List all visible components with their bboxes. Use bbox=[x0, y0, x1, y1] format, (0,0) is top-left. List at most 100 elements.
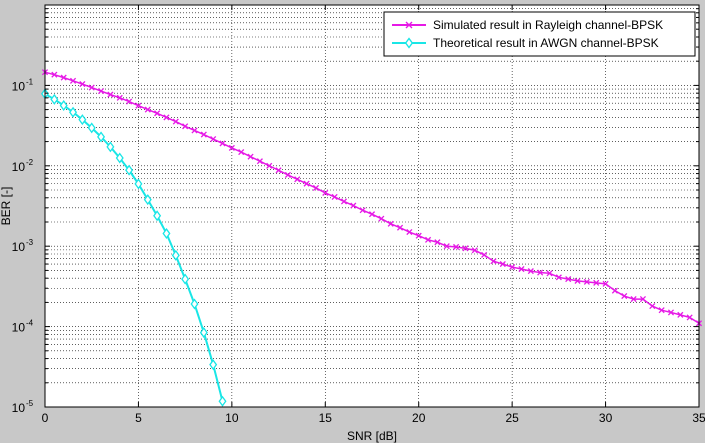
data-point bbox=[574, 277, 581, 284]
x-tick-label: 20 bbox=[412, 411, 426, 425]
data-point bbox=[134, 178, 143, 190]
data-point bbox=[199, 327, 208, 339]
data-point bbox=[555, 274, 562, 281]
data-point bbox=[406, 228, 413, 236]
data-point bbox=[621, 292, 628, 300]
series-2 bbox=[40, 88, 227, 407]
data-point bbox=[322, 189, 329, 196]
data-point bbox=[630, 296, 637, 303]
data-point bbox=[275, 167, 282, 174]
data-point bbox=[51, 71, 58, 78]
data-point bbox=[163, 114, 170, 121]
data-point bbox=[154, 110, 161, 117]
data-point bbox=[331, 193, 338, 200]
data-point bbox=[182, 123, 189, 130]
data-point bbox=[378, 215, 385, 222]
data-point bbox=[126, 98, 133, 105]
data-point bbox=[97, 88, 105, 95]
data-point bbox=[200, 131, 207, 138]
data-point bbox=[210, 136, 217, 143]
data-point bbox=[256, 158, 263, 165]
data-point bbox=[181, 273, 190, 285]
x-tick-label: 10 bbox=[225, 411, 239, 425]
legend-marker bbox=[404, 37, 414, 49]
data-point bbox=[135, 102, 142, 109]
plot-area bbox=[45, 5, 699, 407]
data-point bbox=[228, 144, 235, 151]
data-point bbox=[284, 171, 291, 178]
x-tick-label: 30 bbox=[599, 411, 613, 425]
data-point bbox=[266, 162, 273, 169]
y-tick-label: 10 bbox=[12, 240, 26, 254]
data-point bbox=[209, 359, 218, 371]
data-point bbox=[490, 258, 497, 265]
data-point bbox=[387, 220, 394, 227]
data-point bbox=[639, 296, 647, 303]
data-point bbox=[602, 280, 609, 287]
data-point bbox=[97, 131, 106, 143]
y-tick-label: 10 bbox=[12, 79, 26, 93]
data-point bbox=[462, 245, 469, 252]
data-point bbox=[88, 84, 95, 91]
data-point bbox=[649, 303, 656, 310]
data-point bbox=[50, 93, 59, 105]
data-point bbox=[219, 140, 226, 147]
data-point bbox=[499, 260, 506, 268]
data-point bbox=[424, 236, 432, 243]
data-point bbox=[116, 94, 123, 101]
data-point bbox=[686, 314, 693, 321]
data-point bbox=[658, 307, 665, 314]
y-tick-label: 10 bbox=[12, 160, 26, 174]
data-point bbox=[238, 149, 245, 156]
data-point bbox=[106, 141, 115, 153]
data-point bbox=[191, 127, 198, 134]
data-point bbox=[471, 247, 478, 254]
plot-frame bbox=[44, 4, 700, 408]
data-point bbox=[144, 106, 151, 113]
legend-label: Simulated result in Rayleigh channel-BPS… bbox=[433, 18, 663, 32]
data-point bbox=[565, 276, 572, 283]
data-point bbox=[368, 211, 376, 218]
data-point bbox=[125, 164, 134, 176]
data-point bbox=[518, 265, 525, 273]
legend-label: Theoretical result in AWGN channel-BPSK bbox=[433, 36, 659, 50]
data-point bbox=[537, 269, 544, 276]
data-point bbox=[171, 249, 180, 261]
data-point bbox=[481, 251, 488, 258]
x-axis-label: SNR [dB] bbox=[347, 429, 397, 443]
y-axis-label: BER [-] bbox=[0, 187, 13, 226]
data-point bbox=[443, 243, 450, 250]
data-point bbox=[172, 118, 179, 125]
data-point bbox=[247, 153, 254, 160]
data-point bbox=[583, 278, 590, 285]
data-point bbox=[396, 224, 404, 231]
y-tick-label-exponent: -5 bbox=[26, 399, 34, 408]
data-point bbox=[527, 268, 534, 275]
data-point bbox=[303, 180, 310, 187]
data-point bbox=[611, 287, 618, 294]
x-tick-label: 35 bbox=[692, 411, 705, 425]
data-point bbox=[415, 232, 422, 239]
data-point bbox=[107, 91, 114, 98]
y-tick-label: 10 bbox=[12, 401, 26, 415]
data-point bbox=[78, 114, 87, 126]
data-point bbox=[434, 239, 441, 246]
data-point bbox=[115, 152, 124, 164]
data-point bbox=[143, 194, 152, 206]
data-point bbox=[190, 298, 199, 310]
x-tick-label: 0 bbox=[42, 411, 49, 425]
data-point bbox=[59, 99, 68, 111]
legend-marker bbox=[405, 21, 413, 29]
data-point bbox=[509, 264, 516, 271]
data-point bbox=[69, 77, 77, 84]
data-point bbox=[153, 210, 162, 222]
legend-box bbox=[383, 11, 696, 57]
grid bbox=[45, 5, 699, 407]
data-point bbox=[294, 176, 301, 183]
data-point bbox=[87, 122, 96, 134]
data-point bbox=[312, 184, 320, 192]
data-point bbox=[593, 279, 600, 286]
x-tick-label: 25 bbox=[505, 411, 519, 425]
